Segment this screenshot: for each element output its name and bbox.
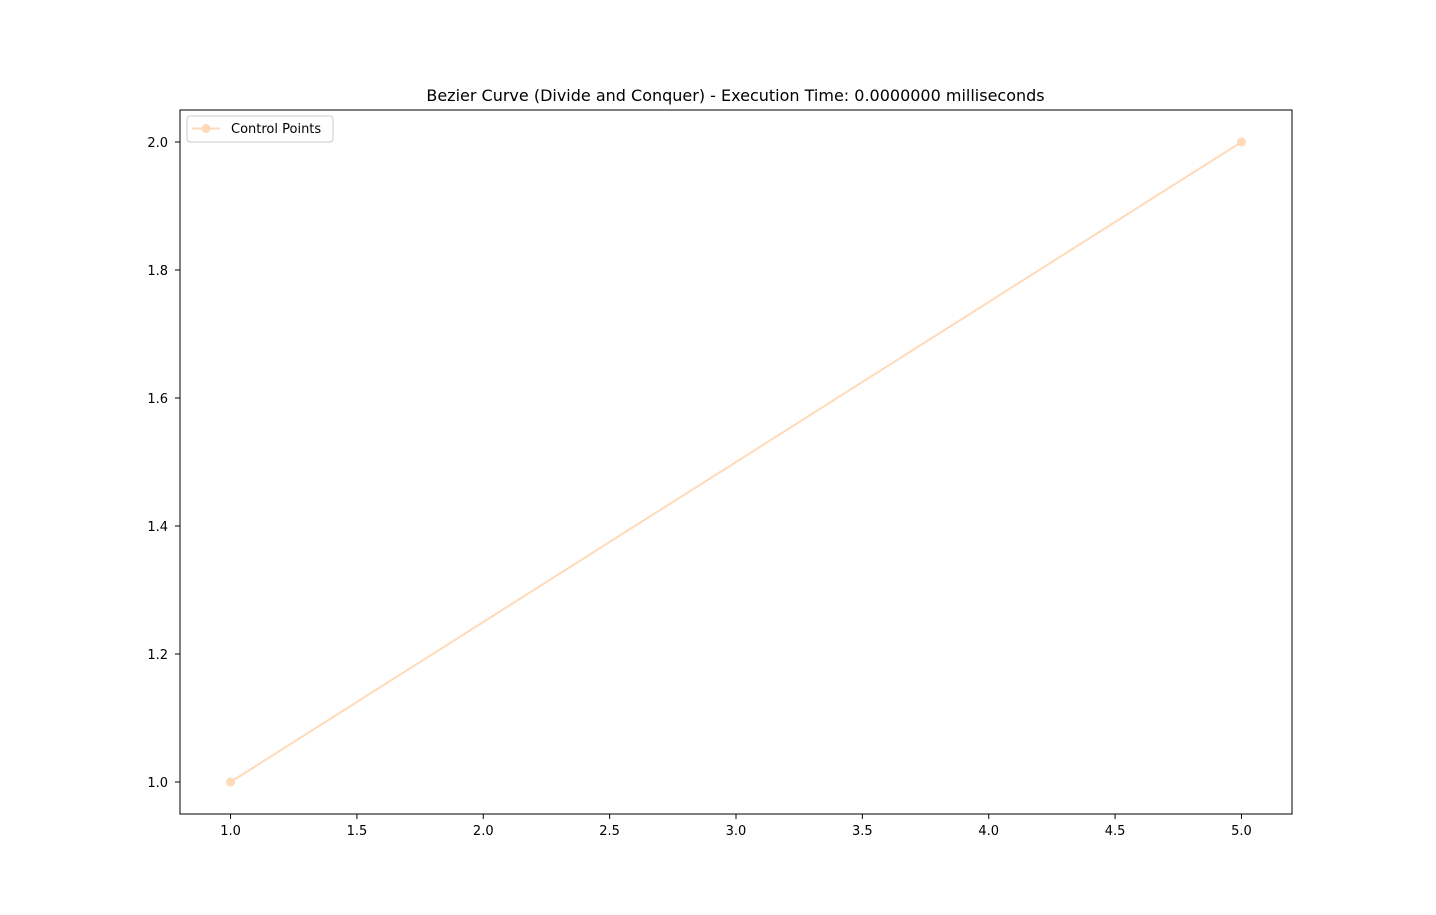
- plot-axes: 1.0 1.5 2.0 2.5 3.0 3.5 4.0 4.5 5.0 1.0 1.2 1.4 1.6 1…: [147, 136, 1251, 839]
- x-tick-label: 2.0: [473, 824, 494, 839]
- legend-label: Control Points: [231, 122, 321, 137]
- series-line: [230, 141, 1242, 783]
- y-tick-label: 2.0: [147, 136, 168, 151]
- chart-title: Bezier Curve (Divide and Conquer) - Exec…: [426, 86, 1044, 105]
- y-tick-label: 1.2: [147, 648, 168, 663]
- x-tick-label: 1.0: [220, 824, 241, 839]
- x-tick-label: 1.5: [347, 824, 368, 839]
- legend-marker-swatch: [201, 124, 211, 133]
- x-tick-label: 2.5: [599, 824, 620, 839]
- x-tick-label: 4.0: [978, 824, 999, 839]
- data-point: [226, 777, 236, 787]
- series-layer: [226, 137, 1246, 787]
- legend-box: [186, 115, 334, 143]
- y-tick-label: 1.0: [147, 776, 168, 791]
- legend: Control Points: [186, 115, 334, 143]
- x-tick-label: 3.5: [852, 824, 873, 839]
- x-tick-label: 5.0: [1231, 824, 1252, 839]
- plot-frame: [179, 109, 1293, 815]
- x-tick-label: 4.5: [1105, 824, 1126, 839]
- x-tick-label: 3.0: [726, 824, 747, 839]
- y-tick-label: 1.6: [147, 392, 168, 407]
- data-point: [1236, 137, 1246, 147]
- y-tick-label: 1.8: [147, 264, 168, 279]
- y-tick-label: 1.4: [147, 520, 168, 535]
